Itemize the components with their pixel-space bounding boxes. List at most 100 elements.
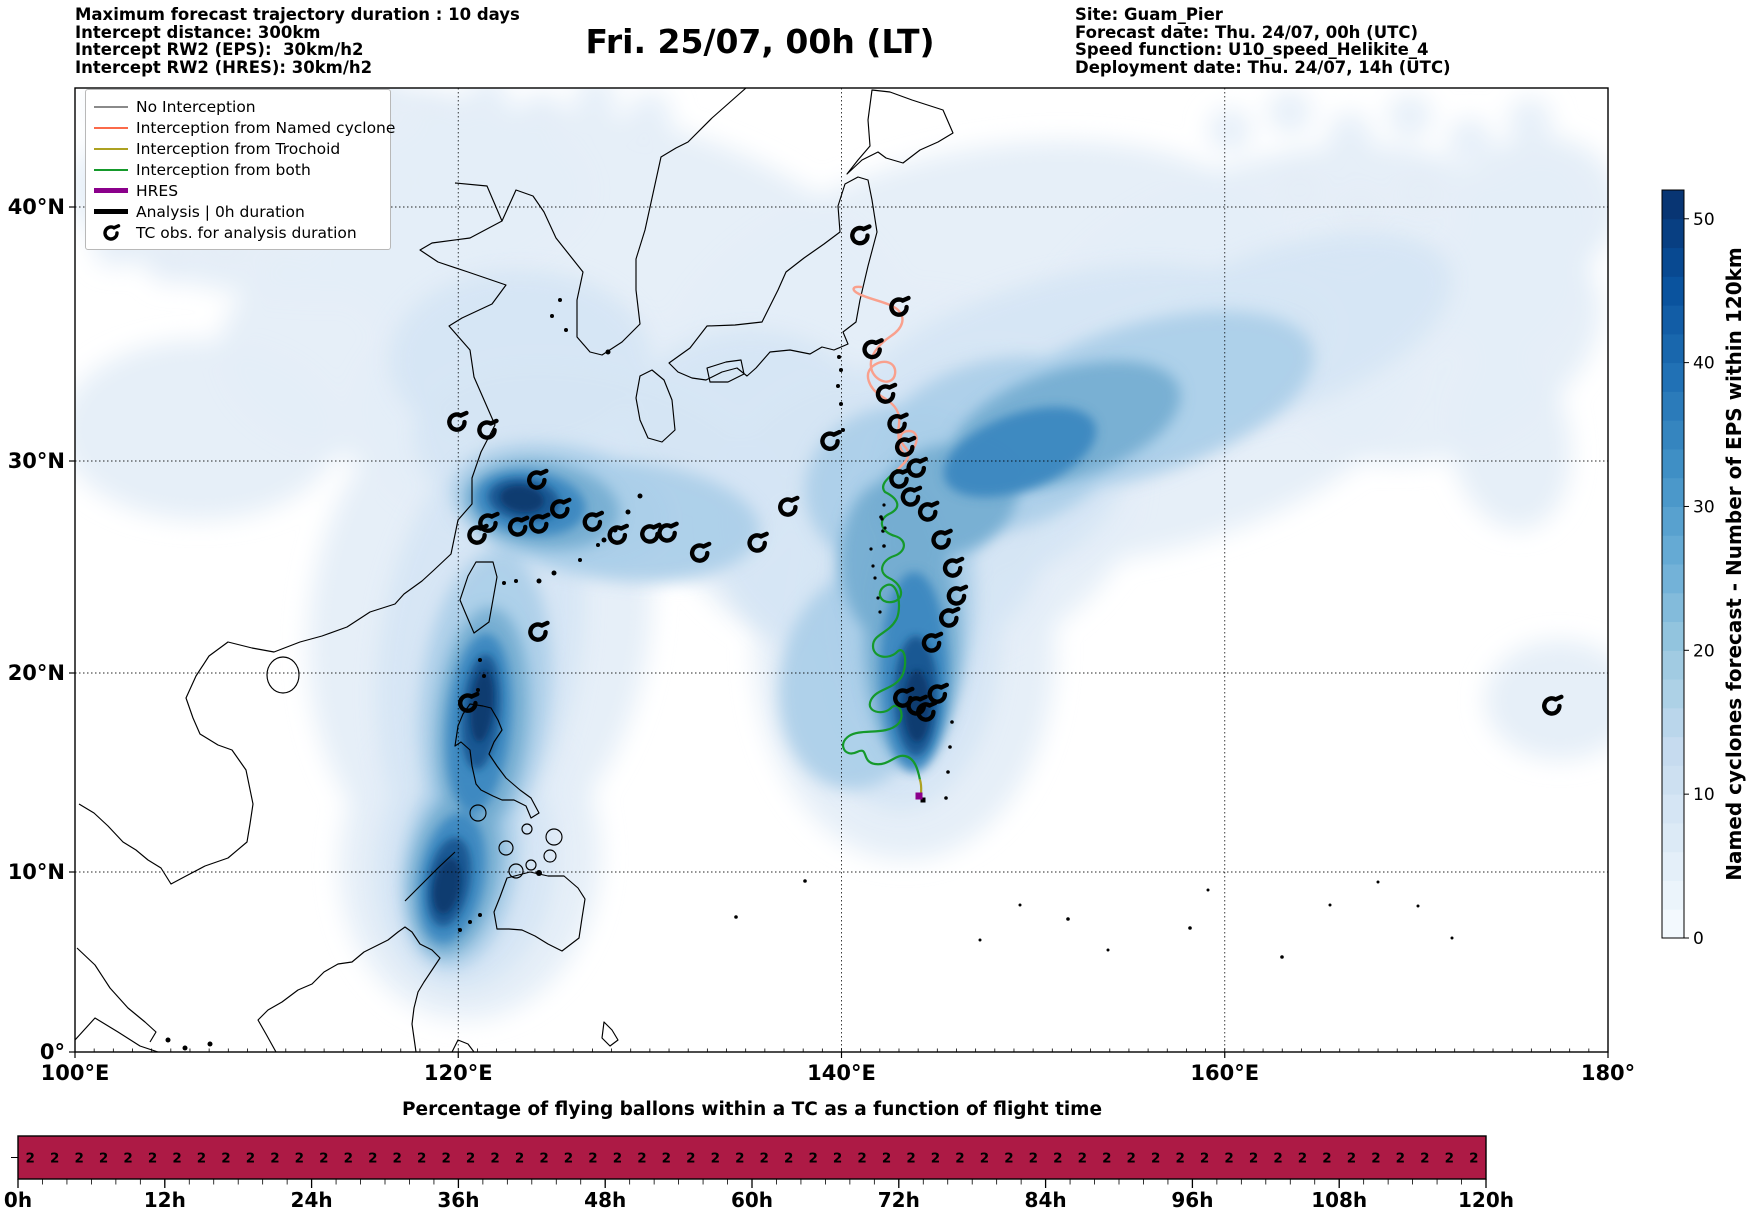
param-rw2-eps: Intercept RW2 (EPS): 30km/h2 [75,40,364,59]
x-tick-label: 140°E [807,1061,876,1085]
coastline-path [601,1021,619,1047]
coastline-path [459,561,498,634]
bar-value-label: 2 [1249,1151,1258,1167]
bar-x-tick-label: 48h [584,1188,626,1212]
coastline-path [706,359,745,383]
legend-item-label: Interception from Named cyclone [136,118,396,137]
bar-value-label: 2 [711,1151,720,1167]
bar-x-tick-label: 108h [1311,1188,1367,1212]
bar-x-tick-label: 12h [144,1188,186,1212]
bar-value-label: 2 [539,1151,548,1167]
bar-value-label: 2 [1371,1151,1380,1167]
bar-value-label: 2 [295,1151,304,1167]
bar-value-label: 2 [613,1151,622,1167]
bar-value-label: 2 [931,1151,940,1167]
info-deployment-date: Deployment date: Thu. 24/07, 14h (UTC) [1075,57,1451,77]
coastline-path [78,182,507,885]
bar-value-label: 2 [344,1151,353,1167]
bar-value-label: 2 [99,1151,108,1167]
legend-line-swatch [94,209,128,214]
bar-value-label: 2 [1396,1151,1405,1167]
bar-value-label: 2 [1127,1151,1136,1167]
bar-value-label: 2 [270,1151,279,1167]
bar-x-tick-label: 96h [1171,1188,1213,1212]
coastline-path [257,926,441,1052]
coastlines [75,88,1454,1052]
bar-chart-title: Percentage of flying ballons within a TC… [402,1099,1102,1120]
legend-item-6: TC obs. for analysis duration [94,222,382,243]
map-legend: No Interception Interception from Named c… [85,89,395,250]
bar-x-tick-label: 72h [878,1188,920,1212]
x-tick-label: 100°E [41,1061,110,1085]
forecast-params-block: Maximum forecast trajectory duration : 1… [75,6,520,76]
bar-x-tick-label: 0h [4,1188,32,1212]
balloon-trajectories [842,285,926,803]
run-info-block: Site: Guam_Pier Forecast date: Thu. 24/0… [1075,6,1451,76]
colorbar-tick-label: 0 [1693,929,1704,949]
bar-value-label: 2 [1175,1151,1184,1167]
bar-x-tick-label: 60h [731,1188,773,1212]
legend-line-swatch [94,147,128,150]
coastline-path [75,947,159,1052]
bar-value-label: 2 [1200,1151,1209,1167]
colorbar-tick-label: 50 [1693,210,1715,230]
coastline-path [451,1039,475,1052]
param-intercept-dist: Intercept distance: 300km [75,22,321,42]
y-tick-label: 40°N [8,195,65,219]
bar-x-tick-label: 24h [291,1188,333,1212]
legend-item-label: No Interception [136,97,256,116]
bar-value-label: 2 [1151,1151,1160,1167]
bar-value-label: 2 [441,1151,450,1167]
bar-value-label: 2 [123,1151,132,1167]
flight-time-bar-chart: Percentage of flying ballons within a TC… [4,1099,1514,1212]
plot-title: Fri. 25/07, 00h (LT) [585,22,935,61]
bar-value-label: 2 [515,1151,524,1167]
legend-line-swatch [94,168,128,171]
y-tick-label: 0° [40,1040,65,1064]
legend-item-0: No Interception [94,96,382,117]
bar-value-label: 2 [417,1151,426,1167]
y-tick-label: 20°N [8,661,65,685]
tc-percentage-bar [17,1135,1487,1180]
eps-density-field [75,88,1608,1020]
bar-value-label: 2 [172,1151,181,1167]
bar-value-label: 2 [955,1151,964,1167]
bar-value-label: 2 [906,1151,915,1167]
bar-value-label: 2 [1420,1151,1429,1167]
coastline-path [668,176,878,381]
analysis-start-point [920,797,926,803]
bar-value-label: 2 [637,1151,646,1167]
bar-value-label: 2 [735,1151,744,1167]
legend-line-swatch [94,126,128,129]
bar-value-label: 2 [466,1151,475,1167]
coastline-path [404,851,456,902]
colorbar-tick-label: 30 [1693,497,1715,517]
y-tick-label: 10°N [8,860,65,884]
bar-value-label: 2 [760,1151,769,1167]
bar-value-label: 2 [1445,1151,1454,1167]
colorbar-label: Named cyclones forecast - Number of EPS … [1722,247,1746,881]
graticule [75,88,1608,1052]
bar-value-label: 2 [1102,1151,1111,1167]
legend-item-4: HRES [94,180,382,201]
hres-deployment-point [915,792,923,800]
param-rw2-hres: Intercept RW2 (HRES): 30km/h2 [75,57,373,77]
legend-item-label: HRES [136,181,179,200]
bar-value-label: 2 [1298,1151,1307,1167]
tc-obs-icon [94,221,128,245]
bar-value-label: 2 [882,1151,891,1167]
coastline-path [454,703,540,819]
bar-value-label: 2 [1053,1151,1062,1167]
coastline-path [846,89,954,175]
bar-value-label: 2 [1469,1151,1478,1167]
bar-x-tick-label: 120h [1458,1188,1514,1212]
bar-value-label: 2 [221,1151,230,1167]
legend-line-swatch [94,105,128,108]
bar-value-label: 2 [393,1151,402,1167]
map-frame-and-axes: 100°E 120°E 140°E 160°E 180° 0° 10°N 20°N 30°N 40… [8,87,1635,1085]
trajectory-named_cyclone [852,285,918,472]
bar-value-label: 2 [980,1151,989,1167]
info-forecast-date: Forecast date: Thu. 24/07, 00h (UTC) [1075,22,1419,42]
